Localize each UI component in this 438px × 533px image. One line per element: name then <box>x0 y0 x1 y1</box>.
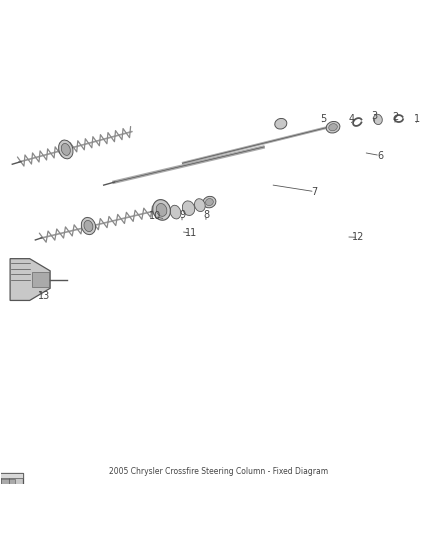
Ellipse shape <box>275 118 287 129</box>
Text: 12: 12 <box>352 232 364 243</box>
Polygon shape <box>0 473 23 498</box>
Ellipse shape <box>170 205 181 219</box>
Text: 13: 13 <box>38 291 50 301</box>
Text: 6: 6 <box>377 150 383 160</box>
Ellipse shape <box>182 201 195 215</box>
Ellipse shape <box>81 217 95 235</box>
Polygon shape <box>0 473 23 478</box>
Ellipse shape <box>194 199 205 212</box>
Ellipse shape <box>374 114 382 125</box>
Ellipse shape <box>329 124 337 131</box>
Polygon shape <box>0 479 15 488</box>
Text: 11: 11 <box>184 228 197 238</box>
Text: 2: 2 <box>392 112 399 122</box>
Text: 9: 9 <box>179 210 185 220</box>
Text: 10: 10 <box>148 212 161 221</box>
Text: 2005 Chrysler Crossfire Steering Column - Fixed Diagram: 2005 Chrysler Crossfire Steering Column … <box>110 467 328 477</box>
Polygon shape <box>92 493 126 517</box>
Text: 3: 3 <box>372 111 378 122</box>
Text: 4: 4 <box>349 115 355 124</box>
Polygon shape <box>10 259 50 301</box>
Bar <box>32 272 49 287</box>
Ellipse shape <box>59 140 73 159</box>
Text: 1: 1 <box>414 115 420 124</box>
Polygon shape <box>78 518 96 529</box>
Polygon shape <box>100 489 111 499</box>
Ellipse shape <box>84 221 93 231</box>
Ellipse shape <box>153 200 170 220</box>
Ellipse shape <box>205 199 213 206</box>
Text: 8: 8 <box>203 210 209 220</box>
Ellipse shape <box>203 196 216 208</box>
Ellipse shape <box>326 122 340 133</box>
Text: 7: 7 <box>311 187 318 197</box>
Text: 5: 5 <box>320 114 327 124</box>
Ellipse shape <box>156 204 167 216</box>
Ellipse shape <box>61 143 71 156</box>
